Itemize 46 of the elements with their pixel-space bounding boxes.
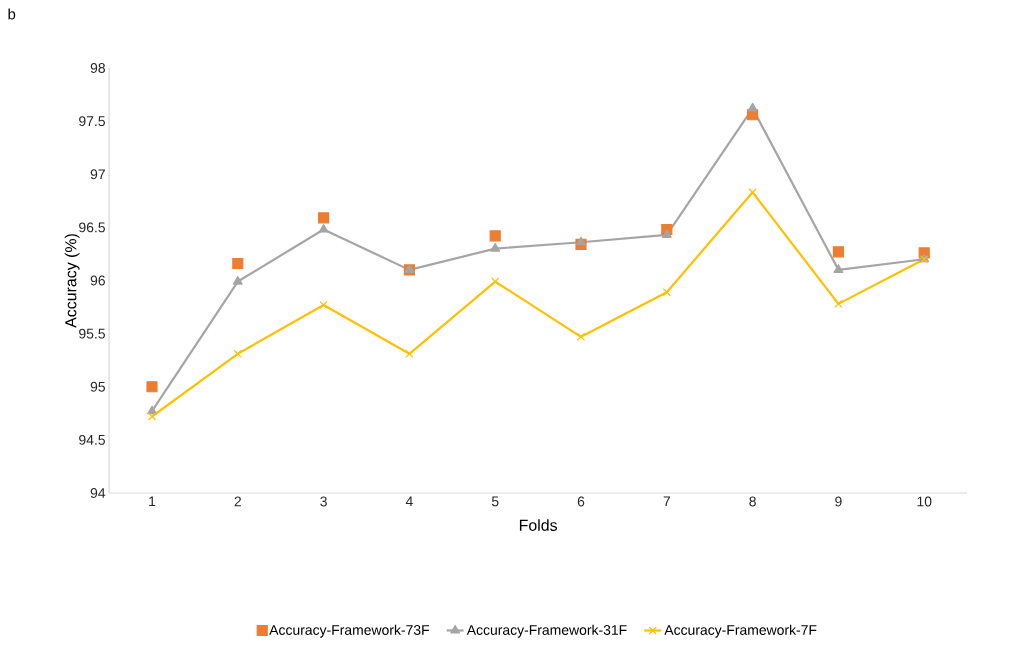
x-tick-label: 10 <box>917 496 932 507</box>
point <box>662 288 671 297</box>
point <box>576 236 586 246</box>
x-axis-title: Folds <box>519 519 558 531</box>
point <box>661 229 672 238</box>
point <box>405 349 414 358</box>
x-tick-label: 6 <box>577 496 585 507</box>
legend-label: Accuracy-Framework-31F <box>466 624 627 638</box>
x-tick-label: 3 <box>320 496 327 507</box>
point <box>490 243 501 252</box>
point <box>489 230 501 242</box>
y-tick-label: 96.5 <box>79 222 105 233</box>
y-tick-label: 95 <box>90 381 105 392</box>
point <box>576 332 586 341</box>
text: b <box>8 8 16 20</box>
y-tick-label: 97 <box>90 169 105 180</box>
point <box>747 102 758 112</box>
y-tick-label: 94.5 <box>79 434 105 445</box>
point <box>319 300 328 310</box>
point <box>147 412 157 421</box>
point <box>146 381 158 393</box>
y-tick-label: 96 <box>90 275 105 286</box>
point <box>232 257 244 270</box>
x-tick-label: 8 <box>749 496 756 507</box>
y-tick-label: 98 <box>90 63 105 73</box>
x-tick-label: 9 <box>835 496 842 507</box>
point <box>232 275 243 285</box>
y-tick-label: 97.5 <box>79 116 105 127</box>
point <box>233 349 242 358</box>
point <box>832 246 844 258</box>
point <box>833 264 844 273</box>
legend-label: Accuracy-Framework-73F <box>269 624 430 638</box>
x-tick-label: 2 <box>234 496 241 507</box>
legend-label: Accuracy-Framework-7F <box>664 624 817 638</box>
x-tick-label: 4 <box>405 496 413 507</box>
x-tick-label: 7 <box>663 496 670 507</box>
y-axis-title: Accuracy (%) <box>64 234 80 328</box>
point <box>318 223 329 233</box>
point <box>748 188 757 197</box>
point <box>491 277 500 286</box>
point <box>834 299 843 308</box>
y-tick-label: 94 <box>90 488 106 498</box>
x-tick-label: 5 <box>491 496 499 507</box>
y-tick-label: 95.5 <box>79 328 105 339</box>
x-tick-label: 1 <box>149 496 156 507</box>
point <box>318 212 330 224</box>
